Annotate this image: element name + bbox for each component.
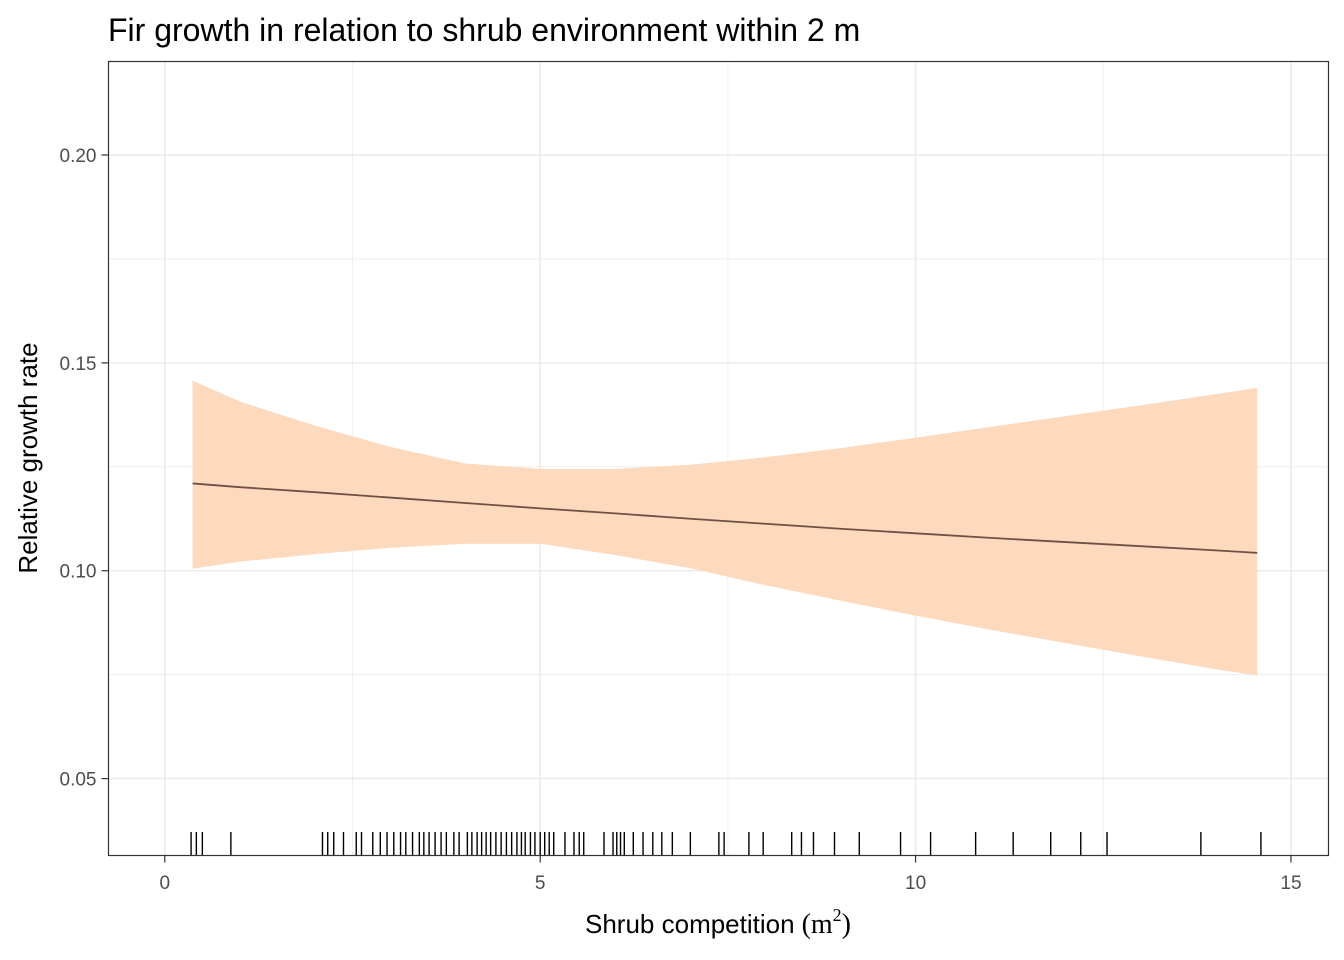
fit-line-path [192,482,1258,554]
x-axis-unit-base: m [811,909,833,940]
x-tick-label: 5 [535,873,546,894]
confidence-band [192,380,1258,676]
x-axis-unit-superscript: 2 [833,905,842,925]
y-axis-ticks: 0.05 0.10 0.15 0.20 [60,146,109,791]
y-tick-label: 0.05 [60,770,97,791]
panel-border [107,60,1330,857]
confidence-band-area [192,380,1258,676]
y-axis-title: Relative growth rate [13,342,43,573]
fit-line [192,482,1258,554]
y-tick-label: 0.15 [60,354,97,375]
x-tick-label: 10 [905,873,926,894]
y-tick-label: 0.10 [60,562,97,583]
x-axis-unit-close: ) [842,909,851,940]
chart-title: Fir growth in relation to shrub environm… [108,12,860,48]
x-axis-label: Shrub competition [585,909,795,939]
x-tick-label: 15 [1280,873,1301,894]
x-axis-unit-open: ( [802,909,811,940]
x-axis-title: Shrub competition (m2) [585,905,851,940]
y-tick-label: 0.20 [60,146,97,167]
rug-marks [190,832,1262,855]
x-tick-label: 0 [160,873,171,894]
grid [108,61,1329,856]
x-axis-ticks: 0 5 10 15 [160,855,1302,894]
